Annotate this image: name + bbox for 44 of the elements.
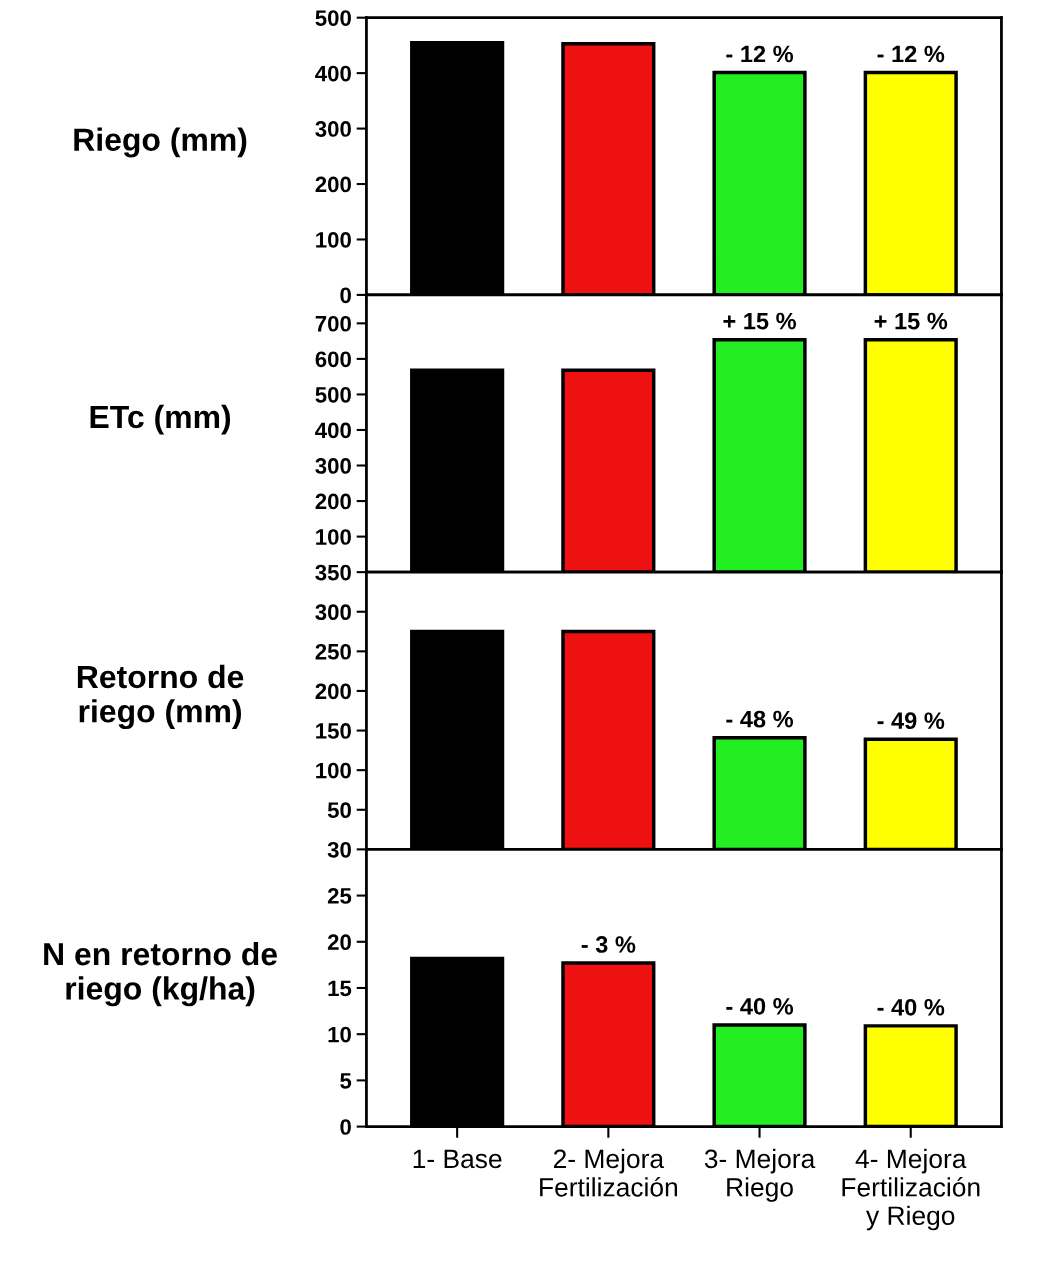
annotation: - 49 %	[877, 712, 945, 730]
y-tick-label: 200	[315, 683, 351, 700]
y-tick-label: 150	[316, 723, 351, 739]
y-tick-label: 100	[316, 232, 351, 248]
y-tick-label: 50	[327, 802, 351, 819]
y-axis-title: Retorno de riego (mm)	[77, 664, 244, 730]
y-tick-label: 500	[315, 10, 351, 26]
y-tick-label: 25	[327, 888, 352, 904]
y-tick-label: 400	[315, 422, 351, 439]
y-tick-label: 10	[328, 1026, 351, 1043]
y-tick-label: 5	[340, 1073, 352, 1089]
y-tick-label: 20	[327, 934, 351, 951]
annotation: - 40 %	[726, 998, 794, 1015]
x-tick-label: 2- Mejora Fertilización	[540, 1148, 678, 1197]
y-tick-label: 300	[315, 458, 351, 474]
annotation: - 12 %	[726, 45, 794, 63]
annotation: - 3 %	[581, 936, 636, 953]
annotation: + 15 %	[874, 312, 948, 330]
x-tick-label: 3- Mejora Riego	[704, 1148, 816, 1202]
annotation: - 12 %	[877, 45, 945, 63]
annotation: - 48 %	[726, 710, 794, 728]
x-tick-label: 4- Mejora Fertilización y Riego	[842, 1148, 980, 1231]
y-tick-label: 100	[316, 762, 351, 779]
annotation: - 40 %	[877, 998, 945, 1016]
annotation: + 15 %	[723, 312, 796, 330]
y-tick-label: 350	[315, 564, 351, 581]
y-tick-label: 700	[315, 315, 351, 332]
y-tick-label: 0	[340, 1119, 351, 1135]
y-tick-label: 300	[315, 604, 351, 621]
y-tick-label: 250	[315, 643, 351, 660]
y-tick-label: 600	[315, 351, 351, 368]
y-tick-label: 0	[340, 287, 351, 304]
y-tick-label: 30	[327, 841, 351, 858]
y-tick-label: 15	[328, 980, 352, 997]
y-axis-title: N en retorno de riego (kg/ha)	[44, 941, 277, 1007]
y-tick-label: 300	[315, 121, 351, 137]
y-tick-label: 400	[315, 65, 351, 82]
y-axis-title: Riego (mm)	[74, 127, 247, 158]
y-tick-label: 100	[316, 529, 351, 545]
y-tick-label: 200	[315, 493, 351, 510]
x-tick-label: 1- Base	[413, 1149, 502, 1169]
y-axis-title: ETc (mm)	[90, 404, 231, 435]
y-tick-label: 500	[315, 386, 351, 403]
y-tick-label: 200	[315, 176, 351, 193]
